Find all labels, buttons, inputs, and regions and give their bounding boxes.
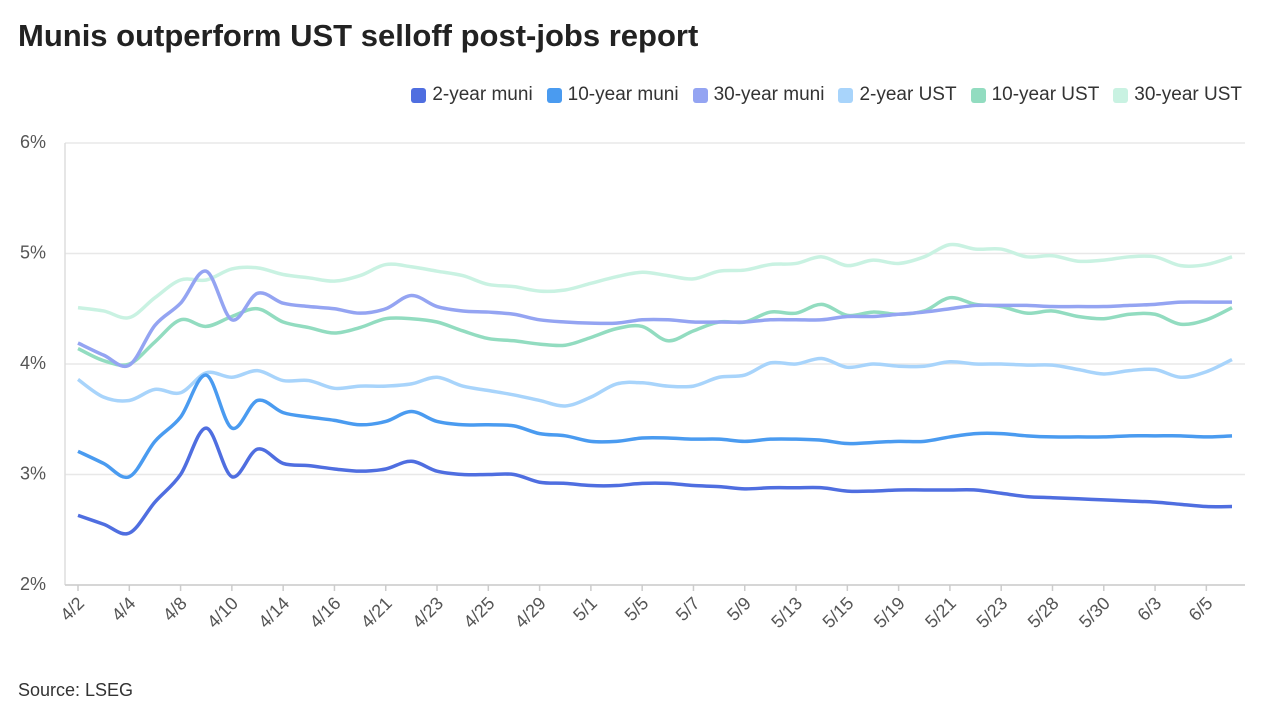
x-tick-label: 5/15: [819, 593, 858, 632]
series-line: [77, 295, 1233, 367]
legend-label: 10-year UST: [991, 84, 1100, 105]
legend-swatch: [1113, 87, 1129, 103]
x-tick-label: 6/5: [1185, 593, 1217, 625]
x-tick-label: 4/8: [159, 593, 191, 625]
y-tick-label: 4%: [20, 353, 46, 373]
legend-swatch: [970, 87, 986, 103]
x-tick-label: 4/14: [254, 593, 293, 632]
legend-swatch: [546, 87, 562, 103]
x-tick-label: 5/23: [972, 593, 1011, 632]
legend-item: 10-year UST: [970, 84, 1100, 106]
x-tick-label: 4/23: [408, 593, 447, 632]
legend: 2-year muni 10-year muni 30-year muni 2-yea…: [411, 84, 1242, 106]
chart-title: Munis outperform UST selloff post-jobs r…: [18, 18, 699, 53]
legend-item: 2-year muni: [411, 84, 533, 106]
y-tick-label: 6%: [20, 132, 46, 152]
y-tick-label: 5%: [20, 242, 46, 262]
x-tick-label: 4/21: [357, 593, 396, 632]
x-tick-label: 5/19: [870, 593, 909, 632]
legend-swatch: [411, 87, 427, 103]
x-tick-label: 4/10: [203, 593, 242, 632]
series-line: [77, 242, 1233, 320]
series-line: [77, 373, 1233, 480]
legend-swatch: [838, 87, 854, 103]
x-tick-label: 5/1: [569, 593, 601, 625]
x-tick-label: 4/16: [306, 593, 345, 632]
series-line: [77, 426, 1233, 536]
x-tick-label: 4/2: [56, 593, 88, 625]
x-tick-label: 5/21: [921, 593, 960, 632]
legend-label: 2-year UST: [859, 84, 957, 105]
x-tick-label: 4/4: [108, 593, 140, 625]
source-note: Source: LSEG: [18, 680, 134, 700]
x-tick-label: 5/7: [672, 593, 704, 625]
y-tick-label: 3%: [20, 463, 46, 483]
legend-label: 30-year muni: [713, 84, 825, 105]
legend-item: 30-year muni: [692, 84, 825, 106]
legend-swatch: [692, 87, 708, 103]
legend-label: 2-year muni: [432, 84, 533, 105]
x-tick-label: 5/28: [1024, 593, 1063, 632]
legend-label: 10-year muni: [567, 84, 679, 105]
legend-item: 10-year muni: [546, 84, 679, 106]
legend-item: 30-year UST: [1113, 84, 1242, 106]
legend-item: 2-year UST: [838, 84, 957, 106]
x-tick-label: 6/3: [1133, 593, 1165, 625]
x-tick-label: 4/29: [511, 593, 550, 632]
x-tick-label: 5/5: [621, 593, 653, 625]
series-line: [77, 269, 1232, 369]
x-tick-label: 4/25: [460, 593, 499, 632]
x-tick-label: 5/13: [767, 593, 806, 632]
x-tick-label: 5/30: [1075, 593, 1114, 632]
y-tick-label: 2%: [20, 574, 46, 594]
x-tick-label: 5/9: [723, 593, 755, 625]
series-line: [76, 356, 1233, 408]
legend-label: 30-year UST: [1134, 84, 1242, 105]
